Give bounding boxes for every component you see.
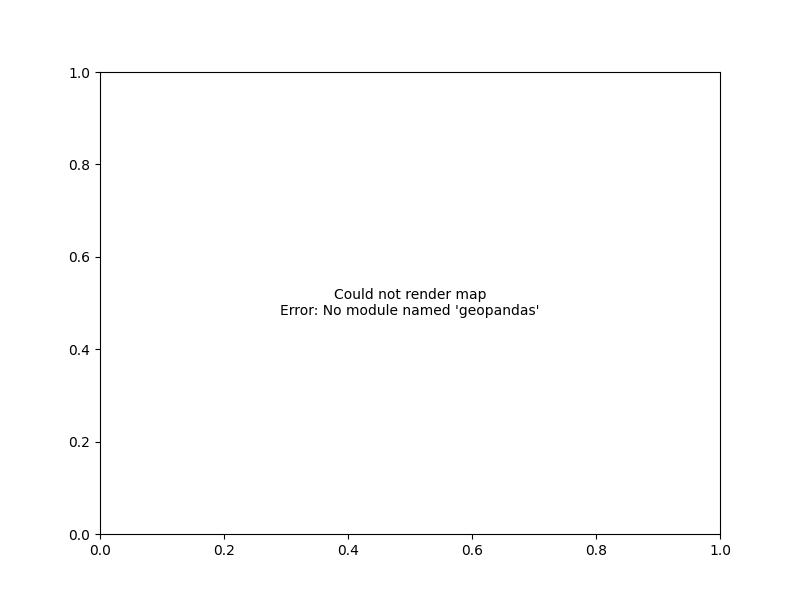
Text: Could not render map
Error: No module named 'geopandas': Could not render map Error: No module na… [280,288,540,318]
